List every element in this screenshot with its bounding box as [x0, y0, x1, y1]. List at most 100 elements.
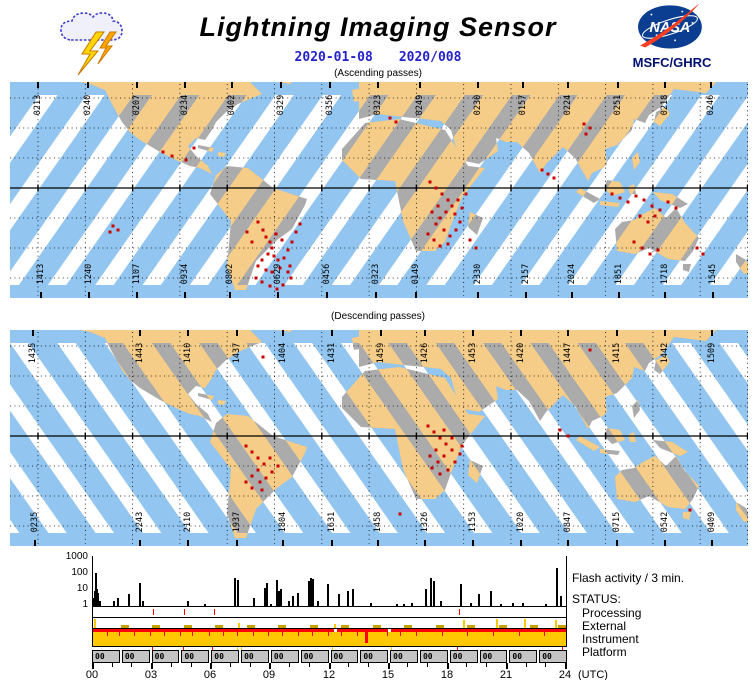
- orbit-tick: [710, 82, 712, 88]
- flash-dot: [588, 348, 592, 352]
- flash-dot: [161, 150, 165, 154]
- status-tick: [328, 632, 329, 636]
- orbit-time-label: 1458: [373, 511, 383, 533]
- status-tick: [119, 632, 120, 636]
- flash-dot: [428, 454, 432, 458]
- y-tick-1000: 1000: [65, 551, 88, 562]
- orbit-time-label: 0715: [612, 511, 622, 533]
- status-tick: [278, 625, 286, 628]
- flash-dot: [266, 252, 270, 256]
- y-tick-1: 1: [82, 599, 88, 610]
- orbit-time-labels-ascending: 0213 0240 0207 0234 0402 0329 0356 0323 0249 0230…: [0, 82, 756, 298]
- flash-bar: [117, 598, 119, 606]
- flash-dot: [653, 214, 657, 218]
- status-tick: [282, 632, 283, 636]
- flash-bar: [288, 601, 290, 606]
- time-tick-label: 03: [144, 669, 158, 680]
- orbit-tick: [377, 82, 379, 88]
- platform-orbit-box: 00: [92, 650, 120, 663]
- flash-bar: [97, 593, 99, 606]
- status-tick: [519, 632, 520, 636]
- flash-bar: [204, 604, 206, 606]
- flash-bar: [297, 593, 299, 606]
- orbit-tick: [136, 82, 138, 88]
- flash-dot: [278, 266, 282, 270]
- status-tick: [183, 647, 184, 650]
- flash-dot: [432, 430, 436, 434]
- orbit-time-label: 2243: [135, 511, 145, 533]
- orbit-tick: [40, 292, 42, 298]
- time-axis: 00 03 06 09 12 15 18 21 24 (UTC): [86, 663, 652, 680]
- time-tick-label: 00: [85, 669, 99, 680]
- time-tick-label: 12: [322, 669, 336, 680]
- flash-bar: [266, 583, 268, 606]
- time-tick-label: 24: [558, 669, 572, 680]
- status-tick: [459, 609, 460, 615]
- status-gap-ticks: [92, 647, 565, 650]
- flash-dot: [250, 474, 254, 478]
- orbit-time-label: 0157: [518, 94, 528, 116]
- time-tick: [329, 663, 331, 669]
- flash-bar: [433, 581, 435, 606]
- flash-dot: [272, 254, 276, 258]
- flash-dot: [695, 246, 699, 250]
- flash-dot: [468, 238, 472, 242]
- orbit-time-label: 1240: [84, 263, 94, 285]
- orbit-tick: [618, 292, 620, 298]
- flash-dot: [552, 176, 556, 180]
- status-tick: [180, 632, 181, 636]
- time-tick: [230, 663, 231, 667]
- orbit-time-label: 1851: [614, 263, 624, 285]
- orbit-time-label: 0240: [83, 94, 93, 116]
- flash-bar: [347, 591, 349, 606]
- flash-dot: [634, 194, 638, 198]
- flash-bar: [310, 578, 312, 606]
- status-heading: STATUS:: [572, 592, 621, 606]
- status-tick: [237, 647, 238, 650]
- lightning-bolt-large: [77, 31, 105, 76]
- flash-dot: [688, 508, 692, 512]
- flash-dot: [286, 248, 290, 252]
- status-tick: [496, 619, 498, 628]
- status-tick: [152, 647, 153, 650]
- flash-dot: [116, 228, 120, 232]
- status-tick: [463, 620, 465, 628]
- time-tick: [466, 663, 467, 667]
- time-tick: [565, 663, 567, 669]
- flash-bar: [396, 604, 398, 606]
- platform-orbit-box: 00: [181, 650, 210, 663]
- orbit-tick: [229, 292, 231, 298]
- flash-dot: [426, 424, 430, 428]
- status-tick: [298, 632, 299, 636]
- orbit-tick: [571, 292, 573, 298]
- platform-orbit-box: 00: [270, 650, 299, 663]
- flash-dot: [270, 270, 274, 274]
- orbit-tick: [477, 292, 479, 298]
- flash-bar: [278, 591, 280, 606]
- status-tick: [341, 625, 349, 628]
- flash-dot: [440, 192, 444, 196]
- orbit-tick: [424, 540, 426, 546]
- flash-bar: [237, 580, 239, 606]
- status-tick: [253, 632, 254, 636]
- date-day-of-year: 2020/008: [398, 50, 462, 65]
- y-tick-10: 10: [76, 583, 88, 594]
- flash-dot: [256, 456, 260, 460]
- orbit-time-label: 1426: [420, 342, 430, 364]
- orbit-tick: [34, 540, 36, 546]
- orbit-tick: [567, 82, 569, 88]
- flash-dot: [290, 240, 294, 244]
- flash-bar: [411, 603, 413, 606]
- orbit-tick: [377, 540, 379, 546]
- orbit-tick: [37, 82, 39, 88]
- orbit-tick: [419, 82, 421, 88]
- status-tick: [436, 625, 444, 628]
- flash-dot: [394, 120, 398, 124]
- flash-dot: [444, 210, 448, 214]
- orbit-time-label: 1442: [660, 342, 670, 364]
- orbit-tick: [184, 82, 186, 88]
- flash-bar: [425, 589, 427, 606]
- flash-dot: [436, 204, 440, 208]
- orbit-tick: [329, 82, 331, 88]
- flash-activity-bars: [93, 556, 566, 606]
